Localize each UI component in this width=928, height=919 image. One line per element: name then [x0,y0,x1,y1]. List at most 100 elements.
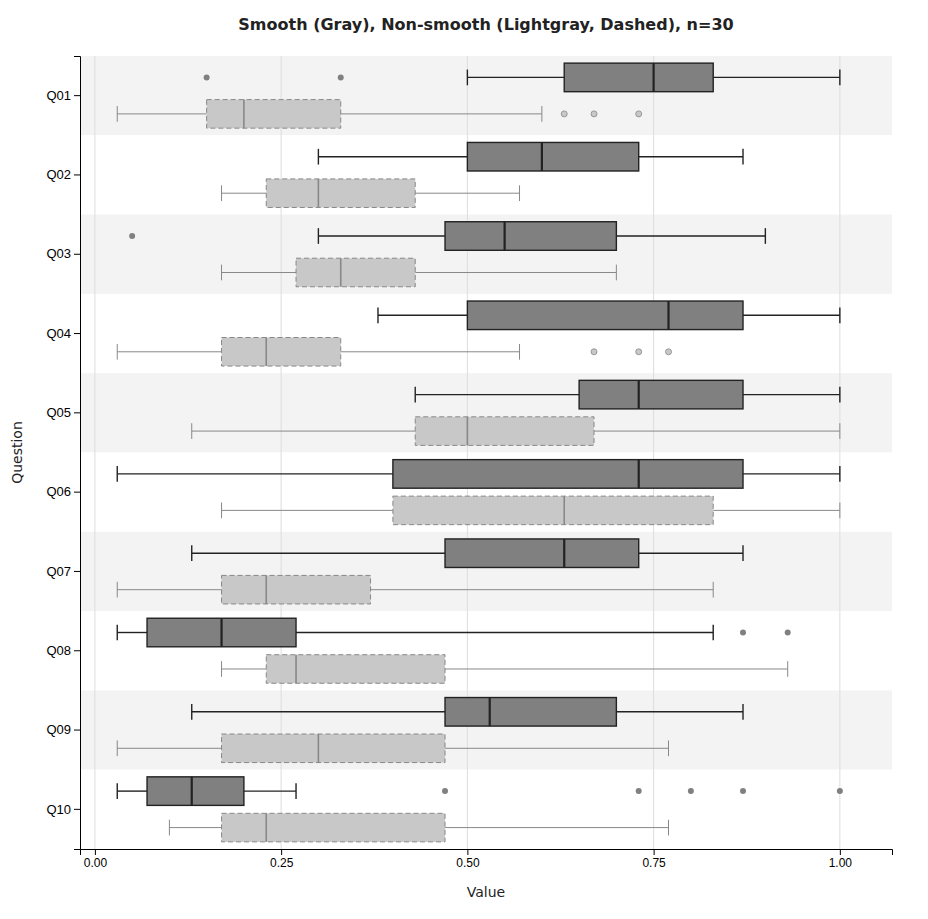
x-tick-mark [840,849,841,855]
whisker-cap [117,783,118,799]
box-body [445,698,616,727]
whisker-cap [117,106,118,122]
whisker [117,589,221,590]
median [638,380,640,409]
x-tick-label: 1.00 [829,856,853,870]
y-axis-title: Question [9,421,25,484]
whisker-cap [191,423,192,439]
whisker-cap [117,625,118,641]
whisker [639,553,743,554]
x-tick-mark [654,849,655,855]
x-tick: 0.00 [84,849,108,870]
band-stripe [80,532,892,611]
title: Smooth (Gray), Non-smooth (Lightgray, Da… [238,15,733,34]
x-axis: 0.000.250.500.751.00 [81,849,893,870]
median [191,777,193,806]
band-stripe [80,373,892,452]
box [222,179,520,208]
box [318,142,743,171]
whisker-cap [221,185,222,201]
whisker-cap [519,185,520,201]
box-body [222,338,341,367]
whisker [594,431,840,432]
flier [666,349,672,355]
whisker [616,235,765,236]
y-tick: Q02 [46,167,80,182]
y-tick-mark [74,809,80,810]
whisker [117,351,221,352]
whisker-cap [668,740,669,756]
box-body [222,575,371,604]
stripes [80,56,892,849]
whisker-cap [713,582,714,598]
whisker [117,632,147,633]
band-stripe [80,135,892,214]
whisker-cap [616,265,617,281]
plot-area: 0.000.250.500.751.00Q01Q02Q03Q04Q05Q06Q0… [46,56,892,870]
y-tick-mark [74,492,80,493]
whisker [244,790,296,791]
whisker [639,156,743,157]
whisker [318,156,467,157]
y-tick: Q10 [46,802,80,817]
flier [204,74,210,80]
y-tick-label: Q02 [46,167,71,182]
box-body [445,539,639,568]
y-tick: Q09 [46,722,80,737]
whisker-cap [713,625,714,641]
box [117,575,713,604]
box [222,655,788,684]
box-series [117,100,840,842]
whisker-cap [191,545,192,561]
box-body [415,417,594,446]
whisker [445,668,788,669]
x-tick-label: 0.25 [270,856,294,870]
whisker-cap [221,503,222,519]
flier [591,349,597,355]
box [117,100,641,129]
grid [95,56,840,849]
box [378,301,840,330]
y-tick: Q07 [46,564,80,579]
flier [561,111,567,117]
median [467,417,469,446]
x-tick: 1.00 [829,849,853,870]
flier [636,349,642,355]
y-axis-line [74,57,81,850]
whisker [445,748,668,749]
median [541,142,543,171]
flier [740,630,746,636]
whisker [117,473,393,474]
whisker-cap [169,820,170,836]
whisker-cap [467,70,468,86]
median [489,698,491,727]
y-tick-mark [74,412,80,413]
whisker [296,632,713,633]
median [265,813,267,842]
x-axis-title: Value [467,884,505,900]
whisker [117,113,206,114]
y-tick-label: Q06 [46,484,71,499]
flier [785,630,791,636]
box-body [222,734,445,763]
grid-line [653,56,654,849]
x-tick: 0.50 [456,849,480,870]
flier [129,233,135,239]
median [653,63,655,92]
y-tick-mark [74,650,80,651]
box [192,698,743,727]
y-tick-label: Q05 [46,405,71,420]
whisker-cap [541,106,542,122]
y-tick: Q04 [46,326,80,341]
box-body [393,460,743,489]
whisker-cap [377,307,378,323]
whisker [743,394,840,395]
whisker [713,77,840,78]
band-stripe [80,611,892,690]
y-tick-mark [74,174,80,175]
y-tick: Q01 [46,88,80,103]
whisker [616,711,743,712]
whisker [743,315,840,316]
box [117,777,843,806]
median [265,575,267,604]
